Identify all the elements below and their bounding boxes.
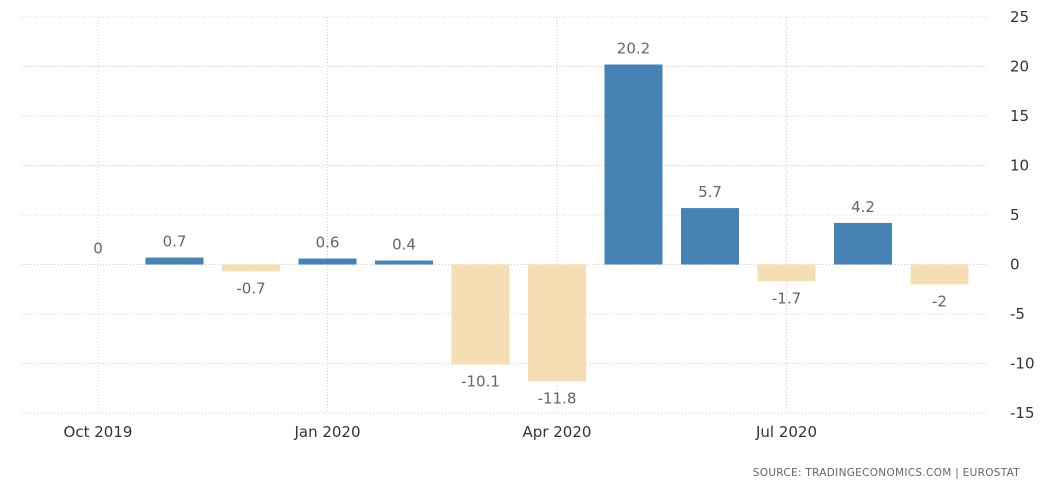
data-label: 4.2 xyxy=(851,198,875,216)
bar-jun-2020 xyxy=(681,208,739,265)
data-label: 0.7 xyxy=(163,233,187,251)
bar-sep-2020 xyxy=(910,264,969,285)
bar-may-2020 xyxy=(604,64,663,265)
y-tick-label: 20 xyxy=(1010,58,1029,76)
x-tick-label: Jan 2020 xyxy=(293,423,360,441)
data-label: 20.2 xyxy=(617,40,650,58)
y-tick-label: 15 xyxy=(1010,107,1029,125)
y-tick-label: 10 xyxy=(1010,157,1029,175)
data-label: 5.7 xyxy=(698,183,722,201)
y-tick-label: 5 xyxy=(1010,206,1020,224)
grid xyxy=(22,16,986,414)
bar-jan-2020 xyxy=(298,258,357,265)
bar-mar-2020 xyxy=(451,264,510,365)
data-labels: 0 0.7 -0.7 0.6 0.4 -10.1 -11.8 20.2 5.7 -1.7 4.2 -2 xyxy=(93,40,947,408)
data-label: 0.6 xyxy=(316,234,340,252)
bar-aug-2020 xyxy=(834,222,892,265)
bar-nov-2019 xyxy=(145,257,204,265)
x-axis: Oct 2019 Jan 2020 Apr 2020 Jul 2020 xyxy=(64,423,817,441)
data-label: -0.7 xyxy=(236,279,265,297)
x-tick-label: Jul 2020 xyxy=(755,423,817,441)
data-label: -2 xyxy=(932,292,947,310)
data-label: -1.7 xyxy=(772,289,801,307)
y-tick-label: -10 xyxy=(1010,355,1035,373)
bar-jul-2020 xyxy=(757,264,816,282)
bar-feb-2020 xyxy=(375,260,433,265)
y-tick-label: 25 xyxy=(1010,8,1029,26)
source-credit: SOURCE: TRADINGECONOMICS.COM | EUROSTAT xyxy=(752,467,1020,479)
data-label: 0.4 xyxy=(392,236,416,254)
y-tick-label: 0 xyxy=(1010,256,1020,274)
data-label: -11.8 xyxy=(538,389,577,407)
data-label: -10.1 xyxy=(461,372,500,390)
data-label: 0 xyxy=(93,240,103,258)
x-tick-label: Apr 2020 xyxy=(523,423,592,441)
x-tick-label: Oct 2019 xyxy=(64,423,133,441)
bar-apr-2020 xyxy=(528,264,586,382)
y-axis: 25 20 15 10 5 0 -5 -10 -15 xyxy=(1010,8,1035,422)
y-tick-label: -15 xyxy=(1010,404,1035,422)
y-tick-label: -5 xyxy=(1010,305,1025,323)
bars xyxy=(145,64,969,382)
bar-dec-2019 xyxy=(222,264,280,272)
